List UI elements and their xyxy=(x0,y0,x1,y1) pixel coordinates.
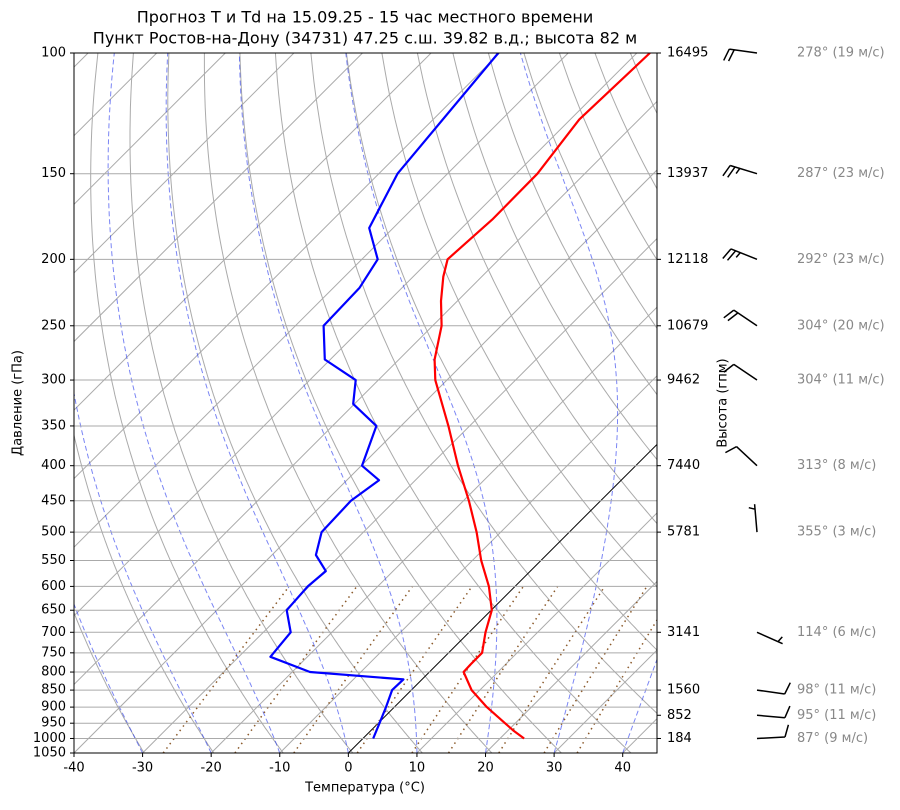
y2-tick-label: 10679 xyxy=(667,318,708,333)
y-tick-label: 550 xyxy=(41,553,66,568)
y2-axis-label: Высота (гпм) xyxy=(716,358,731,447)
y-tick-label: 600 xyxy=(41,579,66,594)
y-tick-label: 1050 xyxy=(33,746,66,761)
x-tick-label: 40 xyxy=(614,761,631,776)
wind-label: 287° (23 м/с) xyxy=(797,166,885,181)
y-tick-label: 450 xyxy=(41,493,66,508)
y-tick-label: 250 xyxy=(41,318,66,333)
y2-tick-label: 9462 xyxy=(667,373,700,388)
x-tick-label: -40 xyxy=(63,761,84,776)
x-tick-label: 20 xyxy=(477,761,494,776)
wind-label: 114° (6 м/с) xyxy=(797,625,876,640)
y-tick-label: 200 xyxy=(41,252,66,267)
y2-tick-label: 7440 xyxy=(667,458,700,473)
y-tick-label: 950 xyxy=(41,716,66,731)
y-tick-label: 150 xyxy=(41,166,66,181)
wind-label: 292° (23 м/с) xyxy=(797,252,885,267)
y-tick-label: 800 xyxy=(41,665,66,680)
y-tick-label: 650 xyxy=(41,603,66,618)
y-tick-label: 350 xyxy=(41,418,66,433)
x-tick-label: 0 xyxy=(344,761,352,776)
y2-tick-label: 5781 xyxy=(667,525,700,540)
wind-label: 355° (3 м/с) xyxy=(797,525,876,540)
x-tick-label: -10 xyxy=(269,761,290,776)
wind-label: 278° (19 м/с) xyxy=(797,46,885,61)
chart-title: Прогноз T и Td на 15.09.25 - 15 час мест… xyxy=(137,8,593,27)
y2-tick-label: 13937 xyxy=(667,166,708,181)
y-tick-label: 700 xyxy=(41,625,66,640)
x-tick-label: 10 xyxy=(409,761,426,776)
y-tick-label: 500 xyxy=(41,525,66,540)
y2-tick-label: 852 xyxy=(667,708,692,723)
y2-tick-label: 3141 xyxy=(667,625,700,640)
y2-tick-label: 1560 xyxy=(667,683,700,698)
x-tick-label: -20 xyxy=(201,761,222,776)
x-tick-label: -30 xyxy=(132,761,153,776)
x-tick-label: 30 xyxy=(546,761,563,776)
y-tick-label: 1000 xyxy=(33,731,66,746)
y-tick-label: 400 xyxy=(41,458,66,473)
x-axis-label: Температура (°C) xyxy=(304,781,425,796)
y-tick-label: 750 xyxy=(41,645,66,660)
y-tick-label: 300 xyxy=(41,373,66,388)
wind-label: 304° (11 м/с) xyxy=(797,373,885,388)
chart-subtitle: Пункт Ростов-на-Дону (34731) 47.25 с.ш. … xyxy=(93,29,637,48)
y-tick-label: 900 xyxy=(41,700,66,715)
wind-label: 98° (11 м/с) xyxy=(797,683,876,698)
wind-label: 87° (9 м/с) xyxy=(797,731,868,746)
y2-tick-label: 16495 xyxy=(667,46,708,61)
y-tick-label: 850 xyxy=(41,683,66,698)
wind-label: 304° (20 м/с) xyxy=(797,318,885,333)
wind-label: 95° (11 м/с) xyxy=(797,708,876,723)
y2-tick-label: 184 xyxy=(667,731,692,746)
y-tick-label: 100 xyxy=(41,46,66,61)
y-axis-label: Давление (гПа) xyxy=(11,350,26,456)
wind-label: 313° (8 м/с) xyxy=(797,458,876,473)
y2-tick-label: 12118 xyxy=(667,252,708,267)
